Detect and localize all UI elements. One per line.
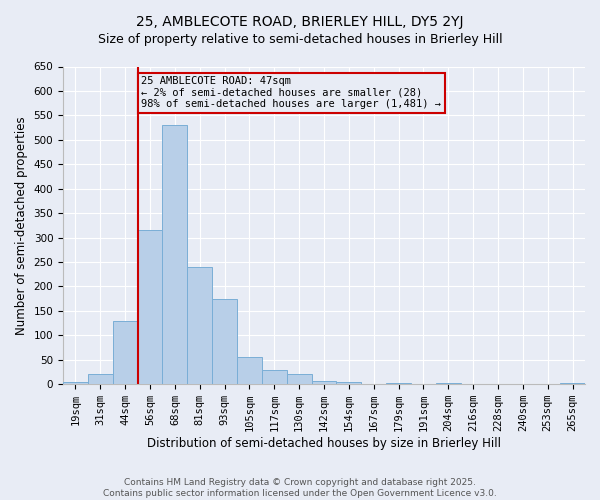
Bar (137, 230, 163, 384)
Bar (63, 382, 88, 384)
X-axis label: Distribution of semi-detached houses by size in Brierley Hill: Distribution of semi-detached houses by … (147, 437, 501, 450)
Bar (212, 298, 237, 384)
Bar (386, 383, 411, 384)
Bar (163, 125, 187, 384)
Bar (113, 320, 137, 384)
Bar (560, 383, 585, 384)
Text: 25 AMBLECOTE ROAD: 47sqm
← 2% of semi-detached houses are smaller (28)
98% of se: 25 AMBLECOTE ROAD: 47sqm ← 2% of semi-de… (142, 76, 442, 110)
Bar (237, 358, 262, 384)
Y-axis label: Number of semi-detached properties: Number of semi-detached properties (15, 116, 28, 334)
Bar (287, 374, 311, 384)
Bar (311, 381, 337, 384)
Bar (262, 370, 287, 384)
Bar (337, 382, 361, 384)
Bar (88, 374, 113, 384)
Bar (187, 267, 212, 384)
Bar (436, 383, 461, 384)
Text: 25, AMBLECOTE ROAD, BRIERLEY HILL, DY5 2YJ: 25, AMBLECOTE ROAD, BRIERLEY HILL, DY5 2… (136, 15, 464, 29)
Text: Size of property relative to semi-detached houses in Brierley Hill: Size of property relative to semi-detach… (98, 32, 502, 46)
Text: Contains HM Land Registry data © Crown copyright and database right 2025.
Contai: Contains HM Land Registry data © Crown c… (103, 478, 497, 498)
